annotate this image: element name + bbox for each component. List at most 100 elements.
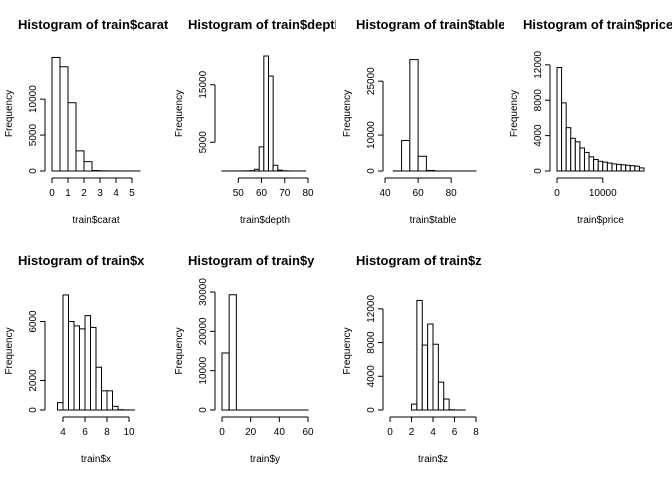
histogram-bar [51, 56, 61, 172]
histogram-bar [228, 294, 237, 411]
histogram-bar [417, 155, 427, 172]
histogram-bar [425, 169, 436, 172]
histogram-bar [57, 402, 64, 411]
x-axis-label: train$x [81, 454, 111, 465]
x-tick-label: 10 [123, 427, 135, 438]
histogram-bar [588, 156, 595, 172]
histogram-bar [561, 102, 567, 172]
histogram-panel: Histogram of train$y 0 20 40 60 0 10000 20000 30… [174, 253, 315, 465]
histogram-bar [583, 151, 590, 172]
y-tick-label: 10000 [366, 121, 377, 149]
x-tick-label: 8 [104, 427, 110, 438]
histogram-bar [112, 405, 119, 411]
y-tick-label: 8000 [533, 89, 544, 112]
y-tick-label: 0 [198, 407, 209, 413]
histogram-bar [629, 165, 636, 172]
y-axis-label: Frequency [174, 90, 185, 137]
x-tick-label: 60 [302, 427, 314, 438]
histogram-bar [84, 315, 91, 411]
x-tick-label: 6 [82, 427, 88, 438]
histogram-bar [106, 390, 113, 411]
histogram-bar [90, 326, 97, 411]
y-axis-label: Frequency [174, 327, 185, 374]
histogram-panel: Histogram of train$price 0 10000 0 4000 8000 1… [509, 17, 672, 226]
histogram-bar [616, 163, 622, 172]
histogram-panel: Histogram of train$z 0 2 4 6 8 0 4000 8000 12000 t… [342, 253, 482, 465]
x-tick-label: 40 [379, 188, 391, 199]
histogram-bar [437, 381, 445, 411]
histogram-bar [606, 162, 613, 172]
histogram-bar [277, 169, 283, 172]
x-tick-label: 5 [129, 188, 135, 199]
histogram-bar [443, 398, 450, 411]
histogram-bar [263, 55, 269, 172]
y-tick-label: 4000 [366, 365, 377, 388]
histogram-bar [570, 137, 576, 172]
histogram-bar [221, 352, 230, 411]
y-tick-label: 15000 [198, 70, 209, 98]
y-tick-label: 2000 [28, 369, 39, 392]
x-tick-label: 0 [387, 427, 393, 438]
x-tick-label: 1 [65, 188, 71, 199]
x-tick-label: 0 [554, 188, 560, 199]
y-axis-label: Frequency [4, 90, 15, 137]
x-tick-label: 2 [409, 427, 415, 438]
x-axis-label: train$carat [72, 215, 119, 226]
histogram-bar [267, 75, 274, 172]
y-tick-label: 5000 [28, 124, 39, 147]
histogram-bar [73, 325, 80, 411]
histogram-bar [411, 403, 418, 411]
chart-title: Histogram of train$x [18, 253, 145, 268]
y-axis-label: Frequency [342, 327, 353, 374]
y-axis-label: Frequency [4, 327, 15, 374]
histogram-panel: Histogram of train$depth 50 60 70 80 5000 1500… [174, 17, 336, 226]
chart-title: Histogram of train$price [523, 17, 672, 32]
x-axis-label: train$y [250, 454, 280, 465]
histogram-bar [432, 343, 439, 411]
histogram-bar [67, 102, 77, 172]
x-axis-label: train$depth [240, 215, 290, 226]
y-axis-label: Frequency [509, 90, 520, 137]
x-tick-label: 2 [81, 188, 87, 199]
histogram-bar [75, 150, 85, 172]
histogram-bar [634, 165, 640, 172]
y-tick-label: 12000 [533, 51, 544, 79]
histogram-bar [620, 164, 627, 172]
histogram-bar [95, 366, 102, 411]
y-tick-label: 4000 [533, 124, 544, 147]
histogram-bar [68, 321, 75, 411]
y-tick-label: 6000 [28, 310, 39, 333]
histogram-bar [272, 164, 279, 172]
histogram-bar [401, 139, 411, 172]
histogram-bar [258, 146, 265, 172]
x-tick-label: 80 [446, 188, 458, 199]
histogram-bar [254, 168, 260, 172]
histogram-bar [101, 390, 108, 411]
histogram-bar [593, 159, 599, 172]
x-tick-label: 4 [60, 427, 66, 438]
histogram-bar [416, 299, 423, 411]
x-tick-label: 4 [113, 188, 119, 199]
y-tick-label: 0 [366, 168, 377, 174]
chart-title: Histogram of train$y [188, 253, 315, 268]
x-tick-label: 60 [256, 188, 268, 199]
y-tick-label: 30000 [198, 278, 209, 306]
x-tick-label: 6 [452, 427, 458, 438]
chart-title: Histogram of train$z [356, 253, 482, 268]
histogram-bar [427, 323, 434, 411]
x-tick-label: 4 [430, 427, 436, 438]
histogram-bar [625, 164, 631, 172]
histogram-bar [638, 167, 645, 172]
x-tick-label: 80 [302, 188, 314, 199]
y-tick-label: 0 [28, 407, 39, 413]
histogram-bar [79, 328, 86, 411]
x-tick-label: 70 [279, 188, 291, 199]
y-tick-label: 10000 [198, 356, 209, 384]
histogram-bar [602, 161, 608, 172]
histogram-bar [421, 344, 429, 411]
x-tick-label: 40 [274, 427, 286, 438]
histogram-bar [574, 141, 581, 172]
y-axis-label: Frequency [342, 90, 353, 137]
y-tick-label: 5000 [198, 131, 209, 154]
